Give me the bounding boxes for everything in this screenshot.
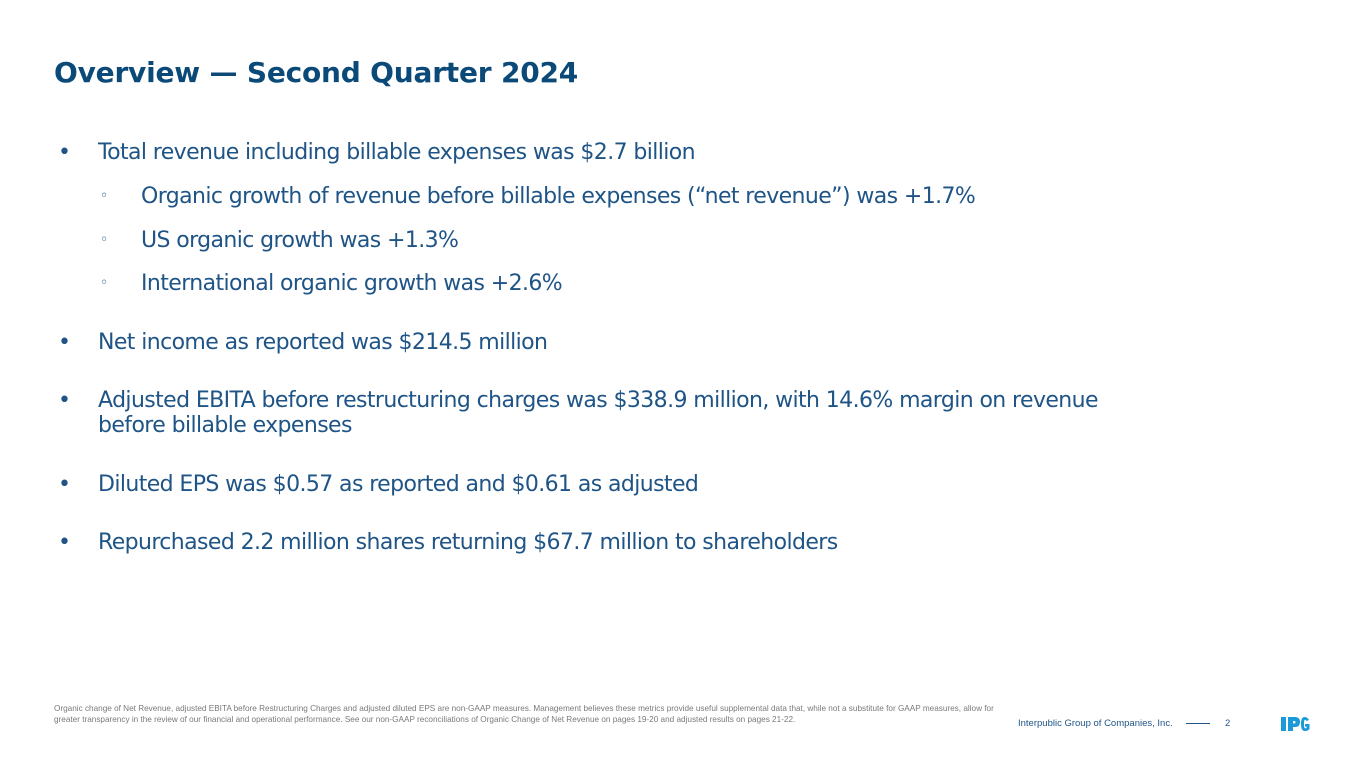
bullet-diluted-eps: • Diluted EPS was $0.57 as reported and … xyxy=(58,472,1138,497)
subbullet-marker: ◦ xyxy=(100,275,108,291)
bullet-marker: • xyxy=(58,472,71,497)
bullet-marker: • xyxy=(58,530,71,555)
footer-divider xyxy=(1186,723,1210,724)
slide-title: Overview — Second Quarter 2024 xyxy=(54,56,579,89)
ipg-logo xyxy=(1281,717,1310,731)
subbullet-text: International organic growth was +2.6% xyxy=(141,271,563,296)
footnote: Organic change of Net Revenue, adjusted … xyxy=(54,704,994,724)
bullet-adjusted-ebita: • Adjusted EBITA before restructuring ch… xyxy=(58,388,1138,438)
page-number: 2 xyxy=(1225,718,1231,729)
bullet-text: Total revenue including billable expense… xyxy=(98,140,696,165)
bullet-marker: • xyxy=(58,388,71,413)
bullet-marker: • xyxy=(58,140,71,165)
bullet-text: Repurchased 2.2 million shares returning… xyxy=(98,530,838,555)
bullet-total-revenue: • Total revenue including billable expen… xyxy=(58,140,1138,165)
company-name: Interpublic Group of Companies, Inc. xyxy=(1018,718,1173,729)
bullet-net-income: • Net income as reported was $214.5 mill… xyxy=(58,330,1138,355)
subbullet-text: US organic growth was +1.3% xyxy=(141,228,459,253)
bullet-text: Diluted EPS was $0.57 as reported and $0… xyxy=(98,472,699,497)
bullet-repurchase: • Repurchased 2.2 million shares returni… xyxy=(58,530,1138,555)
bullet-text: Adjusted EBITA before restructuring char… xyxy=(98,388,1099,438)
bullet-marker: • xyxy=(58,330,71,355)
subbullet-marker: ◦ xyxy=(100,188,108,204)
subbullet-text: Organic growth of revenue before billabl… xyxy=(141,184,976,209)
subbullet-organic-growth: ◦ Organic growth of revenue before billa… xyxy=(100,184,1140,209)
subbullet-marker: ◦ xyxy=(100,232,108,248)
subbullet-us-growth: ◦ US organic growth was +1.3% xyxy=(100,228,1140,253)
subbullet-international-growth: ◦ International organic growth was +2.6% xyxy=(100,271,1140,296)
bullet-text: Net income as reported was $214.5 millio… xyxy=(98,330,548,355)
